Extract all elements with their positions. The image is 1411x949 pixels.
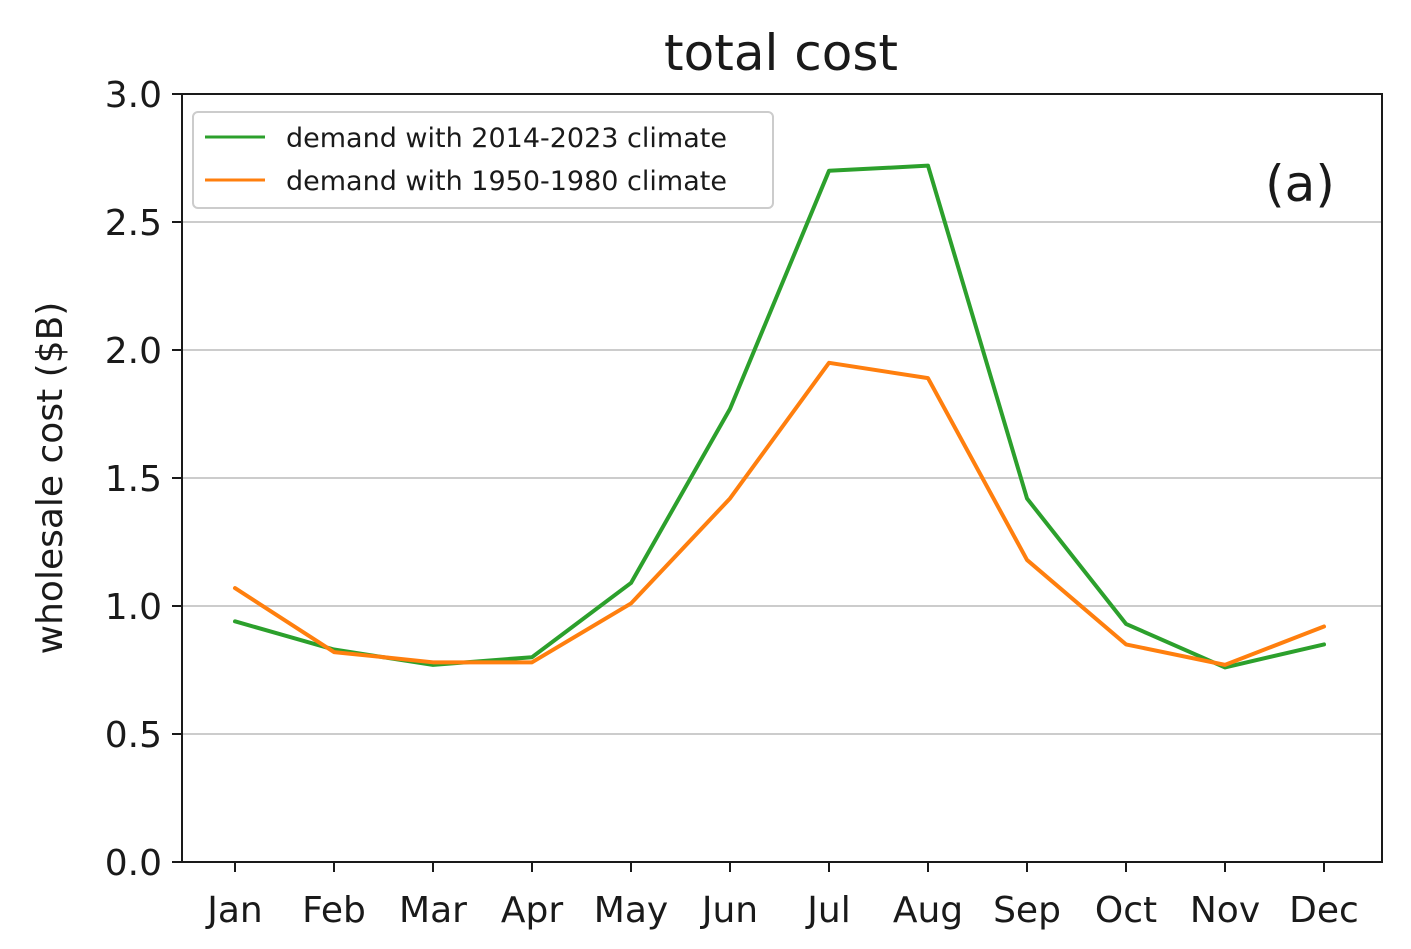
x-tick-label: Nov (1190, 890, 1260, 931)
series-line-1 (233, 163, 1326, 670)
chart-title: total cost (664, 24, 898, 82)
x-tick-label: Sep (993, 890, 1061, 931)
x-tick-label: Jan (205, 890, 263, 931)
x-tick-label: Oct (1095, 890, 1157, 931)
legend-box (192, 111, 774, 209)
legend-label-series-2: demand with 1950-1980 climate (286, 166, 727, 197)
x-tick-label: Aug (893, 890, 963, 931)
y-tick-label: 1.5 (105, 459, 162, 500)
x-axis: Jan Feb Mar Apr May Jun Jul Aug Sep Oct Nov Dec (205, 862, 1359, 931)
legend-label-series-1: demand with 2014-2023 climate (286, 123, 727, 154)
plot-area: 0.0 0.5 1.0 1.5 2.0 2.5 3.0 Jan Feb Mar Apr May Jun… (105, 75, 1383, 931)
x-tick-label: Mar (399, 890, 467, 931)
panel-label: (a) (1265, 155, 1335, 213)
y-tick-label: 1.0 (105, 587, 162, 628)
x-tick-label: Apr (501, 890, 563, 931)
y-axis-label: wholesale cost ($B) (30, 302, 71, 655)
legend: demand with 2014-2023 climate demand wit… (192, 111, 774, 209)
x-tick-label: Jul (805, 890, 850, 931)
y-tick-label: 0.0 (105, 843, 162, 884)
x-tick-label: Jun (700, 890, 758, 931)
x-tick-label: May (594, 890, 668, 931)
x-tick-label: Dec (1289, 890, 1359, 931)
data-series (233, 163, 1326, 670)
y-tick-label: 2.5 (105, 203, 162, 244)
x-tick-label: Feb (302, 890, 366, 931)
y-tick-label: 0.5 (105, 715, 162, 756)
y-tick-label: 3.0 (105, 75, 162, 116)
series-line-2 (233, 360, 1326, 667)
y-tick-label: 2.0 (105, 331, 162, 372)
y-axis: 0.0 0.5 1.0 1.5 2.0 2.5 3.0 (105, 75, 182, 884)
gridlines (182, 221, 1382, 735)
